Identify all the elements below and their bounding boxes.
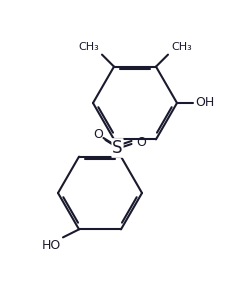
Text: O: O [137,135,146,149]
Text: S: S [112,139,123,157]
Text: CH₃: CH₃ [171,42,192,52]
Text: CH₃: CH₃ [78,42,99,52]
Text: OH: OH [195,96,214,109]
Text: HO: HO [42,239,61,252]
Text: O: O [94,128,103,141]
